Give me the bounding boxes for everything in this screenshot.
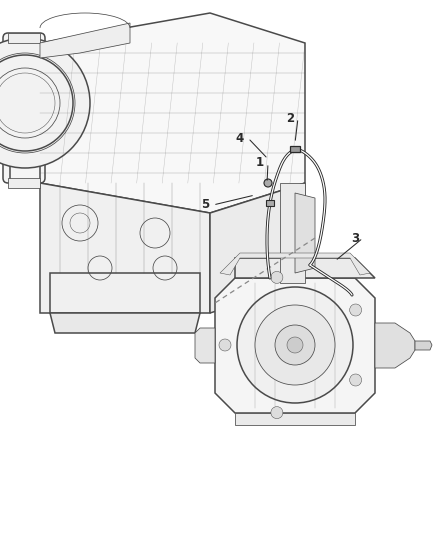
Circle shape	[264, 179, 272, 187]
Polygon shape	[375, 323, 415, 368]
Circle shape	[271, 271, 283, 284]
Polygon shape	[280, 183, 305, 283]
Text: 1: 1	[256, 157, 264, 169]
Circle shape	[350, 374, 362, 386]
Text: 5: 5	[201, 198, 209, 212]
Polygon shape	[195, 328, 215, 363]
Polygon shape	[10, 43, 40, 183]
Polygon shape	[210, 183, 305, 313]
Circle shape	[275, 325, 315, 365]
Circle shape	[287, 337, 303, 353]
Text: 4: 4	[236, 132, 244, 144]
Circle shape	[0, 38, 90, 168]
Bar	[266, 200, 274, 206]
Polygon shape	[40, 13, 305, 213]
Polygon shape	[8, 178, 40, 188]
Polygon shape	[415, 341, 432, 350]
Polygon shape	[50, 273, 200, 313]
Circle shape	[350, 304, 362, 316]
Polygon shape	[235, 413, 355, 425]
Circle shape	[271, 407, 283, 418]
Polygon shape	[215, 278, 375, 413]
Text: 2: 2	[286, 111, 294, 125]
Polygon shape	[295, 193, 315, 273]
Polygon shape	[50, 313, 200, 333]
Polygon shape	[235, 258, 375, 278]
Circle shape	[255, 305, 335, 385]
FancyBboxPatch shape	[3, 33, 45, 183]
Circle shape	[219, 339, 231, 351]
Polygon shape	[40, 183, 210, 313]
Circle shape	[237, 287, 353, 403]
Bar	[290, 146, 300, 152]
Text: 3: 3	[351, 231, 359, 245]
Polygon shape	[40, 23, 130, 58]
Polygon shape	[8, 33, 40, 43]
Polygon shape	[220, 253, 370, 275]
